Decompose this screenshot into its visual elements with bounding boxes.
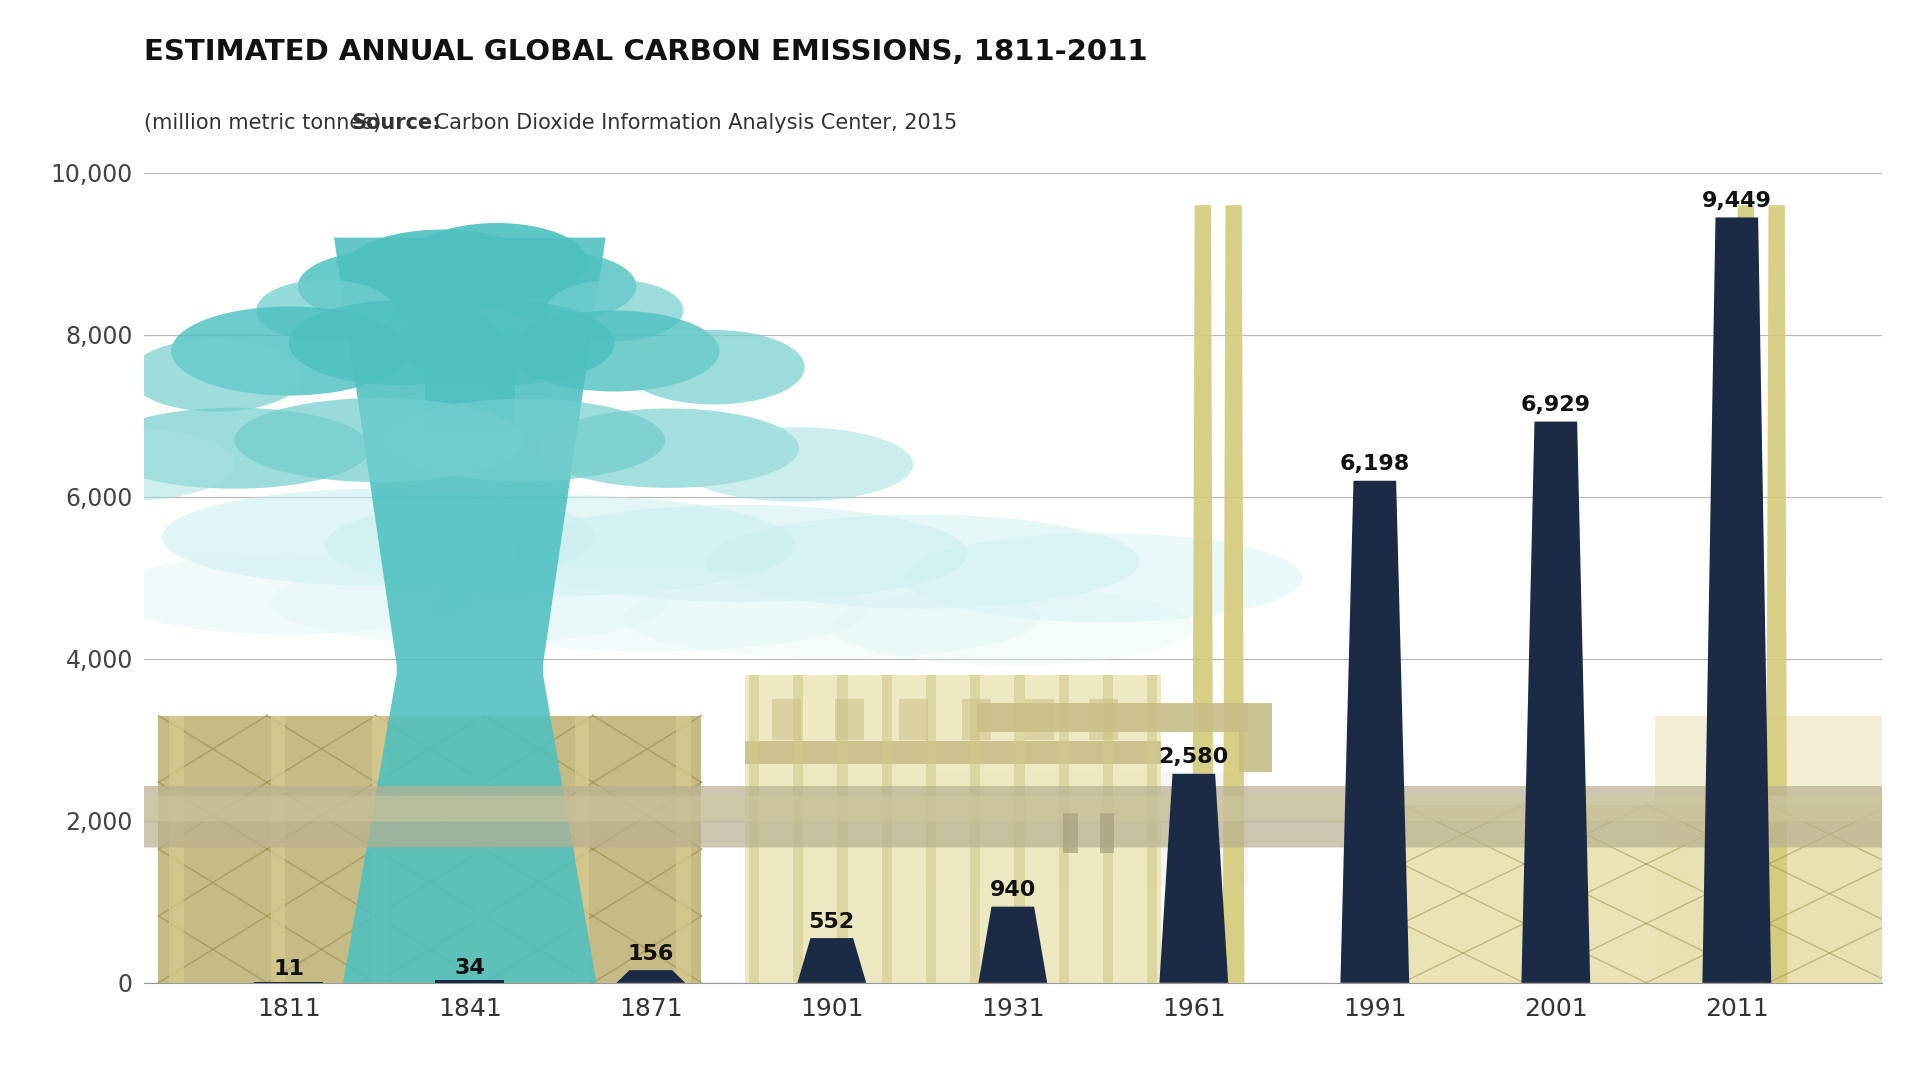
Bar [977, 703, 1248, 732]
Ellipse shape [324, 495, 795, 596]
Bar [1089, 700, 1117, 740]
Ellipse shape [831, 588, 1194, 665]
Bar [1402, 805, 1891, 983]
Bar [159, 716, 701, 983]
Bar [574, 716, 589, 983]
Bar [772, 700, 801, 740]
Circle shape [0, 786, 1920, 848]
Ellipse shape [484, 253, 636, 320]
Polygon shape [616, 970, 685, 983]
Bar [745, 675, 1162, 983]
Ellipse shape [624, 578, 1041, 659]
Bar [1100, 812, 1114, 853]
Ellipse shape [515, 504, 968, 603]
Bar [837, 675, 847, 983]
Bar [793, 675, 803, 983]
Text: 2,580: 2,580 [1158, 747, 1229, 767]
Bar [169, 716, 184, 983]
Bar [1655, 716, 1891, 983]
Text: ESTIMATED ANNUAL GLOBAL CARBON EMISSIONS, 1811-2011: ESTIMATED ANNUAL GLOBAL CARBON EMISSIONS… [144, 38, 1148, 66]
Ellipse shape [255, 280, 394, 341]
Bar [1014, 675, 1025, 983]
Ellipse shape [678, 427, 914, 501]
Bar [1146, 675, 1158, 983]
Ellipse shape [108, 554, 470, 635]
Bar [436, 980, 505, 983]
Text: 34: 34 [455, 958, 486, 977]
Bar [925, 675, 937, 983]
Polygon shape [1766, 205, 1788, 983]
Bar [899, 700, 927, 740]
Text: 156: 156 [628, 944, 674, 963]
Polygon shape [1223, 205, 1244, 983]
Ellipse shape [624, 330, 804, 405]
Text: 6,929: 6,929 [1521, 395, 1592, 415]
Bar [1238, 703, 1271, 772]
Bar [835, 700, 864, 740]
Ellipse shape [161, 488, 597, 586]
Bar [271, 716, 286, 983]
Ellipse shape [540, 408, 799, 488]
Text: (million metric tonnes): (million metric tonnes) [144, 113, 388, 134]
Bar [745, 741, 1162, 765]
Text: Source:: Source: [351, 113, 442, 134]
Bar [1058, 675, 1069, 983]
Ellipse shape [288, 301, 507, 386]
Polygon shape [1703, 217, 1770, 983]
Bar [962, 700, 991, 740]
Bar [474, 716, 488, 983]
Ellipse shape [545, 280, 684, 341]
Ellipse shape [434, 569, 868, 651]
Ellipse shape [171, 307, 407, 395]
Ellipse shape [705, 514, 1139, 609]
Bar [372, 716, 386, 983]
Ellipse shape [382, 399, 664, 482]
Bar [676, 716, 691, 983]
Bar [922, 772, 1248, 886]
Polygon shape [979, 907, 1046, 983]
Bar [1064, 812, 1077, 853]
Ellipse shape [298, 252, 461, 321]
Ellipse shape [509, 311, 720, 391]
Polygon shape [334, 238, 605, 983]
Polygon shape [1160, 773, 1229, 983]
Ellipse shape [98, 408, 371, 488]
Ellipse shape [344, 230, 541, 311]
Bar [970, 675, 981, 983]
Text: 940: 940 [989, 880, 1037, 901]
Bar [749, 675, 758, 983]
Text: 6,198: 6,198 [1340, 455, 1409, 474]
Text: 9,449: 9,449 [1701, 191, 1772, 211]
Ellipse shape [407, 224, 588, 301]
Ellipse shape [904, 534, 1302, 622]
Bar [1102, 675, 1114, 983]
Ellipse shape [129, 339, 303, 411]
Ellipse shape [234, 397, 524, 482]
Ellipse shape [397, 301, 614, 386]
Ellipse shape [271, 559, 668, 644]
Polygon shape [1192, 205, 1213, 983]
Text: Carbon Dioxide Information Analysis Center, 2015: Carbon Dioxide Information Analysis Cent… [428, 113, 958, 134]
Polygon shape [1340, 481, 1409, 983]
Ellipse shape [17, 428, 234, 501]
Polygon shape [797, 939, 866, 983]
Text: 552: 552 [808, 912, 854, 932]
Circle shape [0, 796, 1920, 822]
Bar [881, 675, 891, 983]
Text: 11: 11 [273, 959, 303, 980]
Polygon shape [1521, 421, 1590, 983]
Bar [424, 335, 515, 432]
Polygon shape [1736, 205, 1757, 983]
Bar [1025, 700, 1054, 740]
